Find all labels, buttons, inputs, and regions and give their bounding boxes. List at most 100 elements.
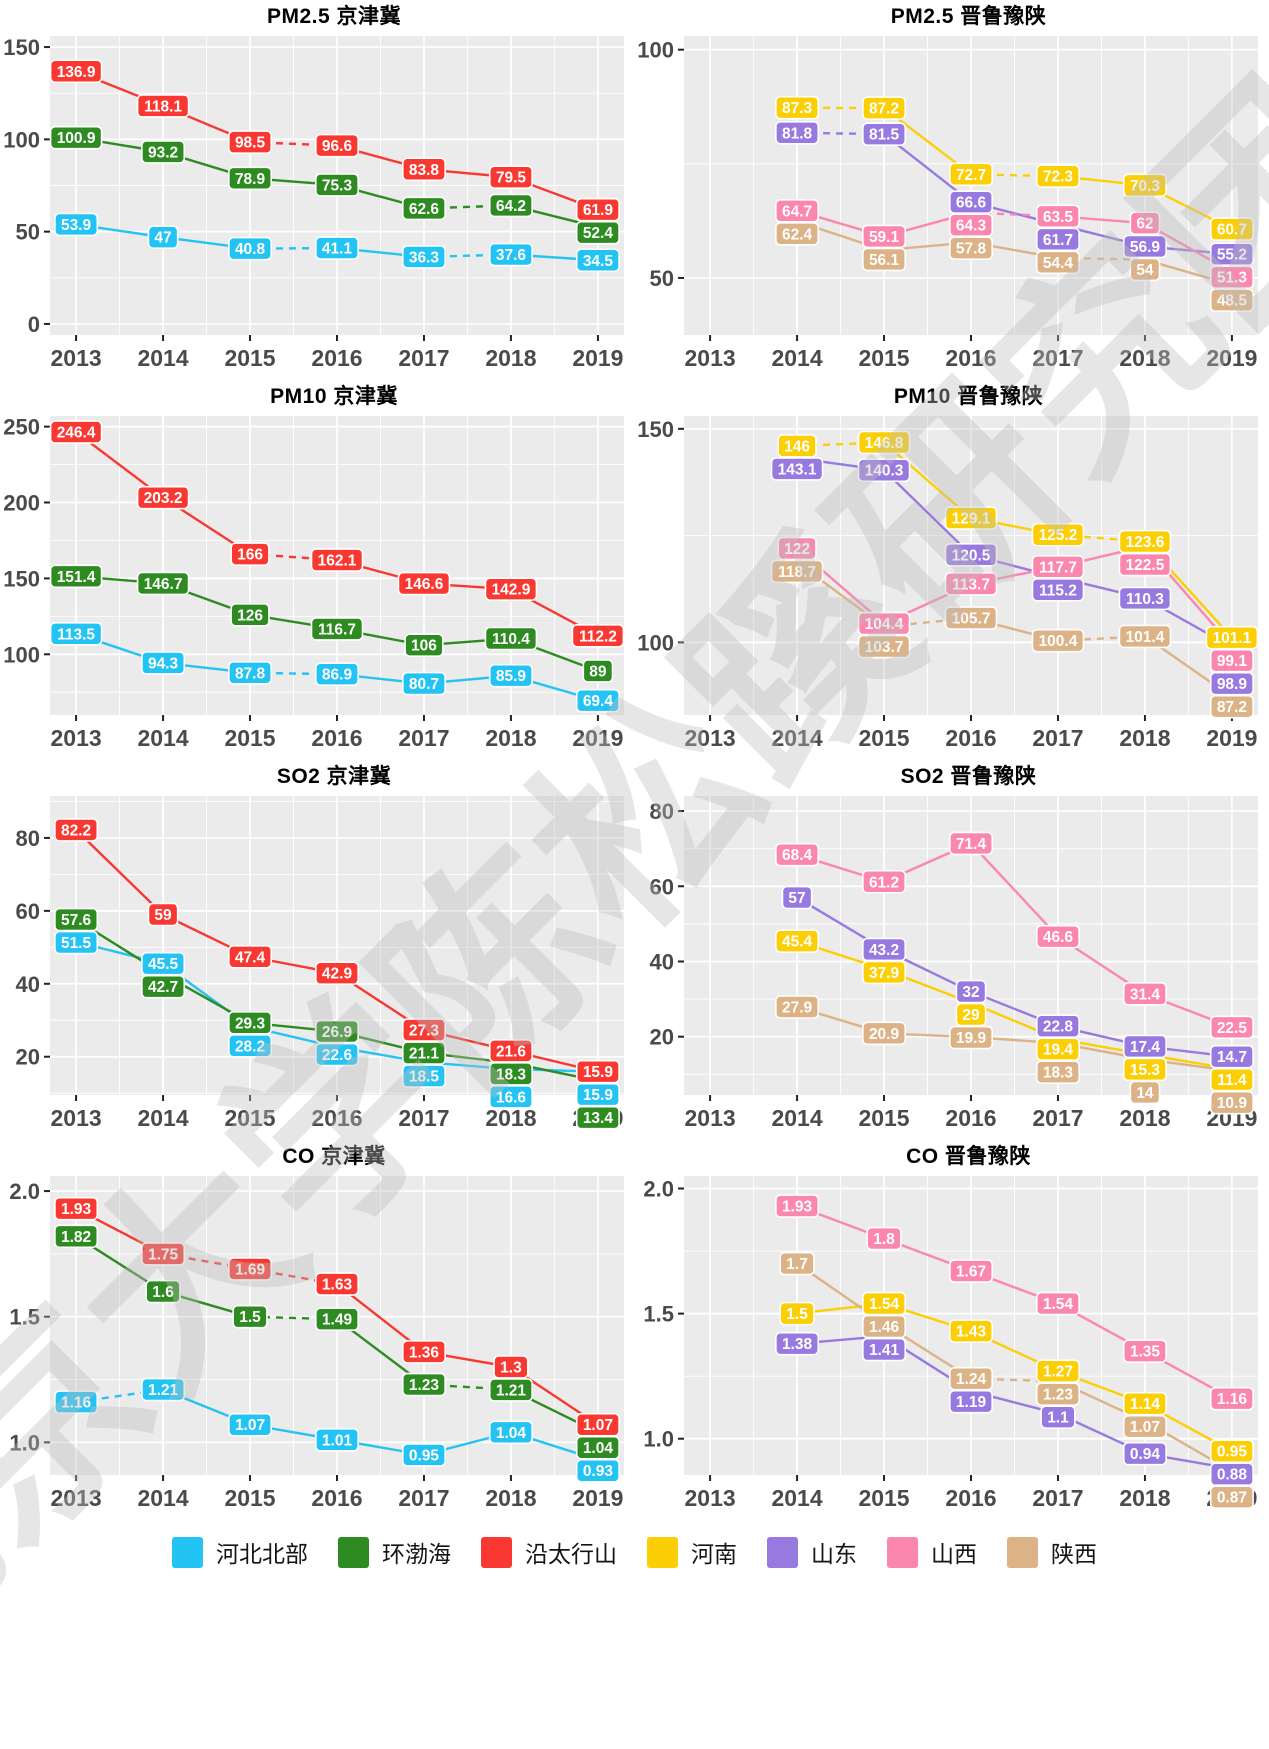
- legend-label: 陕西: [1051, 1535, 1097, 1569]
- y-axis-tick-label: 60: [16, 899, 40, 924]
- data-label: 1.7: [780, 1253, 814, 1275]
- data-label: 18.5: [403, 1065, 445, 1087]
- y-axis-tick-label: 80: [16, 826, 40, 851]
- svg-text:64.3: 64.3: [956, 218, 987, 235]
- svg-text:59.1: 59.1: [869, 229, 900, 246]
- svg-text:101.4: 101.4: [1126, 629, 1165, 646]
- svg-text:1.1: 1.1: [1047, 1410, 1069, 1427]
- data-label: 57.6: [55, 909, 97, 931]
- data-label: 27.9: [776, 996, 818, 1018]
- data-label: 100.9: [51, 127, 102, 149]
- data-label: 18.3: [1037, 1061, 1079, 1083]
- data-label: 1.69: [229, 1258, 271, 1280]
- data-label: 1.5: [233, 1306, 267, 1328]
- data-label: 59: [148, 904, 177, 926]
- svg-text:26.9: 26.9: [322, 1024, 353, 1041]
- y-axis-tick-label: 150: [637, 417, 674, 442]
- chart-canvas: 20406080201320142015201620172018201951.5…: [0, 790, 634, 1140]
- svg-text:110.3: 110.3: [1126, 591, 1164, 608]
- data-label: 11.4: [1211, 1069, 1253, 1091]
- svg-text:98.9: 98.9: [1217, 676, 1248, 693]
- data-label: 142.9: [485, 578, 536, 600]
- data-label: 45.5: [142, 953, 184, 975]
- data-label: 246.4: [51, 421, 102, 443]
- svg-text:151.4: 151.4: [57, 569, 96, 586]
- svg-text:1.21: 1.21: [148, 1382, 179, 1399]
- svg-text:37.6: 37.6: [496, 247, 527, 264]
- svg-text:113.7: 113.7: [952, 576, 990, 593]
- svg-text:0.95: 0.95: [1217, 1444, 1248, 1461]
- x-axis-tick-label: 2018: [485, 725, 536, 751]
- svg-text:1.82: 1.82: [61, 1229, 91, 1246]
- data-label: 26.9: [316, 1021, 358, 1043]
- svg-text:79.5: 79.5: [496, 170, 527, 187]
- svg-text:110.4: 110.4: [492, 631, 530, 648]
- y-axis-tick-label: 200: [3, 491, 40, 516]
- data-label: 126: [231, 604, 269, 626]
- svg-text:162.1: 162.1: [318, 553, 357, 570]
- svg-text:60.7: 60.7: [1217, 222, 1247, 239]
- y-axis-tick-label: 1.5: [643, 1302, 674, 1327]
- y-axis-tick-label: 100: [3, 642, 40, 667]
- data-label: 17.4: [1124, 1035, 1166, 1057]
- svg-text:54: 54: [1136, 262, 1154, 279]
- svg-text:64.2: 64.2: [496, 198, 526, 215]
- data-label: 36.3: [403, 246, 445, 268]
- svg-text:45.5: 45.5: [148, 956, 179, 973]
- data-label: 28.2: [229, 1035, 271, 1057]
- data-label: 1.75: [142, 1243, 184, 1265]
- svg-text:61.2: 61.2: [869, 874, 899, 891]
- data-label: 1.23: [1037, 1383, 1079, 1405]
- data-label: 101.1: [1206, 627, 1257, 649]
- data-label: 116.7: [312, 618, 363, 640]
- svg-text:14.7: 14.7: [1217, 1049, 1247, 1066]
- x-axis-tick-label: 2013: [51, 345, 102, 371]
- data-label: 72.7: [950, 163, 992, 185]
- svg-text:63.5: 63.5: [1043, 209, 1074, 226]
- data-label: 47.4: [229, 946, 271, 968]
- y-axis-tick-label: 1.5: [9, 1305, 40, 1330]
- y-axis-tick-label: 2.0: [9, 1179, 40, 1204]
- svg-text:0.93: 0.93: [583, 1463, 614, 1480]
- data-label: 1.04: [577, 1437, 619, 1459]
- y-axis-tick-label: 40: [16, 972, 40, 997]
- data-label: 87.3: [776, 97, 818, 119]
- svg-text:1.93: 1.93: [61, 1201, 92, 1218]
- svg-text:1.23: 1.23: [1043, 1387, 1074, 1404]
- svg-text:1.46: 1.46: [869, 1319, 900, 1336]
- svg-text:1.63: 1.63: [322, 1277, 353, 1294]
- svg-text:0.95: 0.95: [409, 1447, 440, 1464]
- data-label: 89: [583, 660, 612, 682]
- data-label: 1.14: [1124, 1393, 1166, 1415]
- svg-text:136.9: 136.9: [57, 64, 96, 81]
- x-axis-tick-label: 2016: [945, 1485, 996, 1511]
- svg-text:203.2: 203.2: [144, 490, 183, 507]
- legend-item: 陕西: [1007, 1535, 1097, 1569]
- y-axis-tick-label: 50: [16, 220, 40, 245]
- svg-text:116.7: 116.7: [318, 621, 356, 638]
- svg-text:0.88: 0.88: [1217, 1467, 1248, 1484]
- svg-text:18.3: 18.3: [496, 1066, 527, 1083]
- svg-text:1.07: 1.07: [583, 1417, 613, 1434]
- x-axis-tick-label: 2014: [771, 725, 822, 751]
- data-label: 1.54: [1037, 1293, 1079, 1315]
- legend-swatch-icon: [887, 1537, 918, 1568]
- chart-canvas: 1.01.52.020132014201520162017201820191.5…: [634, 1170, 1268, 1520]
- data-label: 104.4: [859, 613, 910, 635]
- data-label: 125.2: [1032, 524, 1083, 546]
- svg-text:56.9: 56.9: [1130, 239, 1161, 256]
- x-axis-tick-label: 2019: [1206, 725, 1257, 751]
- y-axis-tick-label: 50: [650, 266, 674, 291]
- data-label: 1.6: [146, 1281, 180, 1303]
- x-axis-tick-label: 2013: [685, 345, 736, 371]
- x-axis-tick-label: 2013: [51, 725, 102, 751]
- data-label: 117.7: [1032, 556, 1083, 578]
- svg-text:1.3: 1.3: [500, 1359, 522, 1376]
- svg-text:57: 57: [788, 890, 805, 907]
- svg-text:78.9: 78.9: [235, 171, 266, 188]
- svg-text:21.1: 21.1: [409, 1046, 440, 1063]
- data-label: 0.94: [1124, 1443, 1166, 1465]
